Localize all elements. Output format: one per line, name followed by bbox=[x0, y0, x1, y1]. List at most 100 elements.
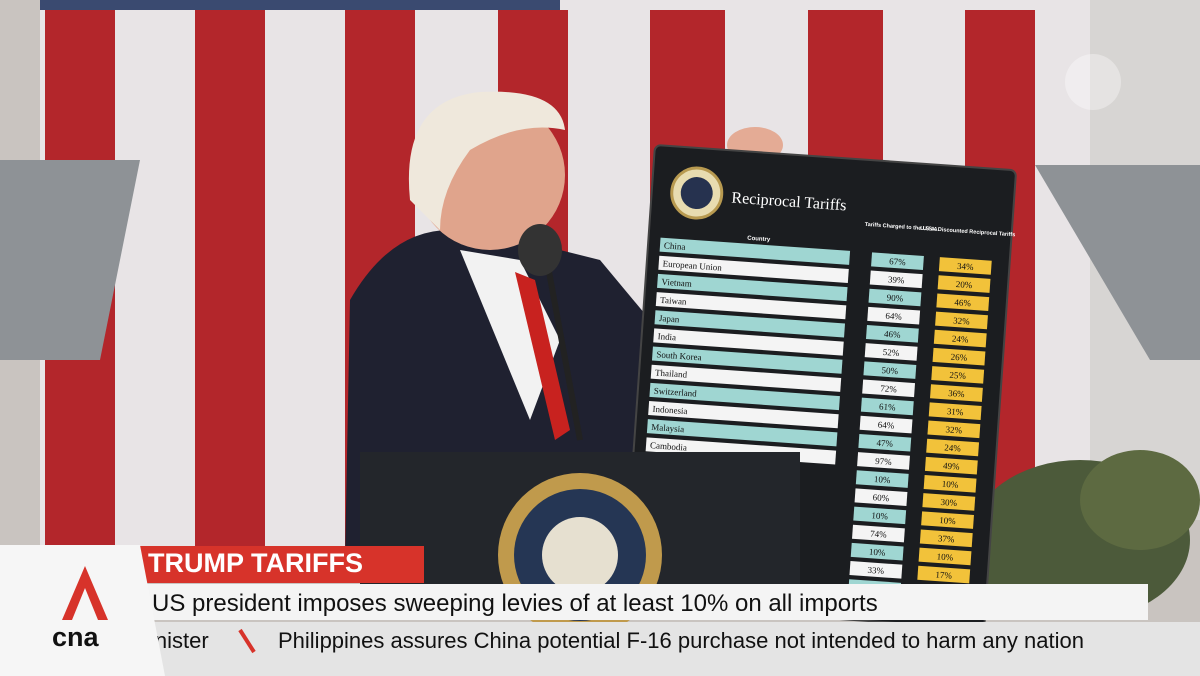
reciprocal-cell bbox=[928, 402, 982, 420]
logo-box bbox=[0, 545, 165, 676]
reciprocal-cell bbox=[936, 293, 990, 312]
charged-value: 10% bbox=[869, 547, 887, 558]
charged-value: 61% bbox=[879, 401, 897, 412]
country-cell bbox=[658, 255, 849, 283]
reciprocal-cell bbox=[919, 529, 973, 548]
charged-cell bbox=[855, 470, 909, 488]
charged-cell bbox=[865, 325, 919, 343]
reciprocal-cell bbox=[918, 547, 972, 566]
reciprocal-value: 24% bbox=[952, 333, 970, 344]
country-cell bbox=[651, 346, 843, 374]
ticker-divider bbox=[238, 628, 256, 654]
country: Japan bbox=[659, 313, 681, 324]
charged-value: 47% bbox=[876, 438, 894, 449]
reciprocal-cell bbox=[927, 420, 981, 439]
charged-cell bbox=[864, 343, 918, 361]
reciprocal-cell bbox=[932, 347, 986, 366]
reciprocal-value: 46% bbox=[954, 297, 972, 308]
country: Switzerland bbox=[654, 386, 698, 399]
reciprocal-cell bbox=[921, 511, 974, 529]
charged-value: 10% bbox=[874, 474, 892, 485]
charged-cell bbox=[858, 433, 912, 452]
charged-cell bbox=[868, 288, 922, 307]
reciprocal-value: 10% bbox=[939, 515, 957, 526]
charged-value: 72% bbox=[880, 383, 898, 394]
tag: TRUMP TARIFFS bbox=[148, 548, 363, 578]
watermark bbox=[1065, 54, 1121, 110]
country: Taiwan bbox=[660, 295, 687, 307]
charged-value: 60% bbox=[872, 492, 890, 503]
charged-value: 64% bbox=[885, 311, 903, 322]
country-cell bbox=[657, 273, 848, 302]
reciprocal-value: 32% bbox=[945, 424, 963, 435]
charged-cell bbox=[852, 524, 905, 543]
charged-value: 39% bbox=[888, 274, 906, 285]
reciprocal-cell bbox=[923, 475, 977, 493]
country: Cambodia bbox=[650, 440, 688, 453]
headline: US president imposes sweeping levies of … bbox=[152, 590, 878, 617]
shrubs bbox=[970, 450, 1200, 620]
reciprocal-cell bbox=[924, 456, 978, 475]
country-cell bbox=[646, 419, 838, 447]
reciprocal-cell bbox=[933, 329, 987, 348]
charged-cell bbox=[859, 415, 913, 434]
country: European Union bbox=[662, 259, 722, 273]
reciprocal-value: 30% bbox=[940, 497, 958, 508]
column-header: Tariffs Charged to the U.S.A. bbox=[864, 222, 939, 233]
charged-cell bbox=[853, 506, 907, 525]
reciprocal-value: 20% bbox=[955, 279, 973, 290]
reciprocal-cell bbox=[935, 311, 988, 330]
charged-cell bbox=[869, 270, 923, 289]
charged-value: 52% bbox=[883, 347, 901, 358]
charged-cell bbox=[849, 561, 903, 579]
charged-cell bbox=[871, 252, 924, 270]
reciprocal-value: 10% bbox=[936, 551, 954, 562]
charged-value: 64% bbox=[877, 420, 895, 431]
country: Vietnam bbox=[661, 277, 692, 289]
charged-value: 67% bbox=[889, 256, 907, 267]
logo: cna bbox=[52, 622, 100, 652]
country: Thailand bbox=[655, 367, 688, 379]
charged-cell bbox=[862, 379, 916, 398]
reciprocal-value: 32% bbox=[953, 315, 971, 326]
charged-cell bbox=[860, 397, 914, 416]
country-cell bbox=[654, 310, 846, 338]
reciprocal-value: 34% bbox=[957, 261, 975, 272]
country: China bbox=[664, 240, 686, 251]
country-cell bbox=[648, 401, 839, 429]
reciprocal-value: 36% bbox=[948, 388, 966, 399]
country-cell bbox=[659, 237, 851, 265]
country-cell bbox=[649, 382, 840, 411]
reciprocal-value: 10% bbox=[941, 479, 959, 490]
column-header: Country bbox=[747, 236, 771, 244]
reciprocal-value: 49% bbox=[943, 461, 961, 472]
charged-value: 50% bbox=[881, 365, 899, 376]
reciprocal-cell bbox=[922, 493, 976, 511]
reciprocal-cell bbox=[926, 438, 980, 457]
charged-cell bbox=[857, 452, 910, 470]
tag-box bbox=[118, 546, 424, 583]
country-cell bbox=[653, 328, 844, 356]
country: Malaysia bbox=[651, 422, 685, 434]
ticker-item: Philippines assures China potential F-16… bbox=[278, 628, 1084, 653]
country-cell bbox=[655, 292, 847, 320]
country: India bbox=[657, 331, 676, 342]
country-cell bbox=[650, 364, 842, 392]
logo-mark bbox=[62, 566, 108, 620]
reciprocal-cell bbox=[938, 257, 992, 275]
reciprocal-cell bbox=[937, 275, 991, 293]
reciprocal-value: 24% bbox=[944, 442, 962, 453]
charged-value: 46% bbox=[884, 329, 902, 340]
reciprocal-cell bbox=[917, 565, 971, 584]
charged-value: 10% bbox=[871, 510, 889, 521]
reciprocal-value: 25% bbox=[949, 370, 967, 381]
charged-cell bbox=[863, 361, 917, 379]
reciprocal-value: 31% bbox=[947, 406, 965, 417]
teleprompter bbox=[1035, 165, 1200, 360]
charged-value: 33% bbox=[867, 565, 885, 576]
charged-value: 74% bbox=[870, 528, 888, 539]
headline-box bbox=[140, 584, 1148, 620]
ticker-bar bbox=[0, 622, 1200, 676]
reciprocal-value: 26% bbox=[950, 352, 968, 363]
